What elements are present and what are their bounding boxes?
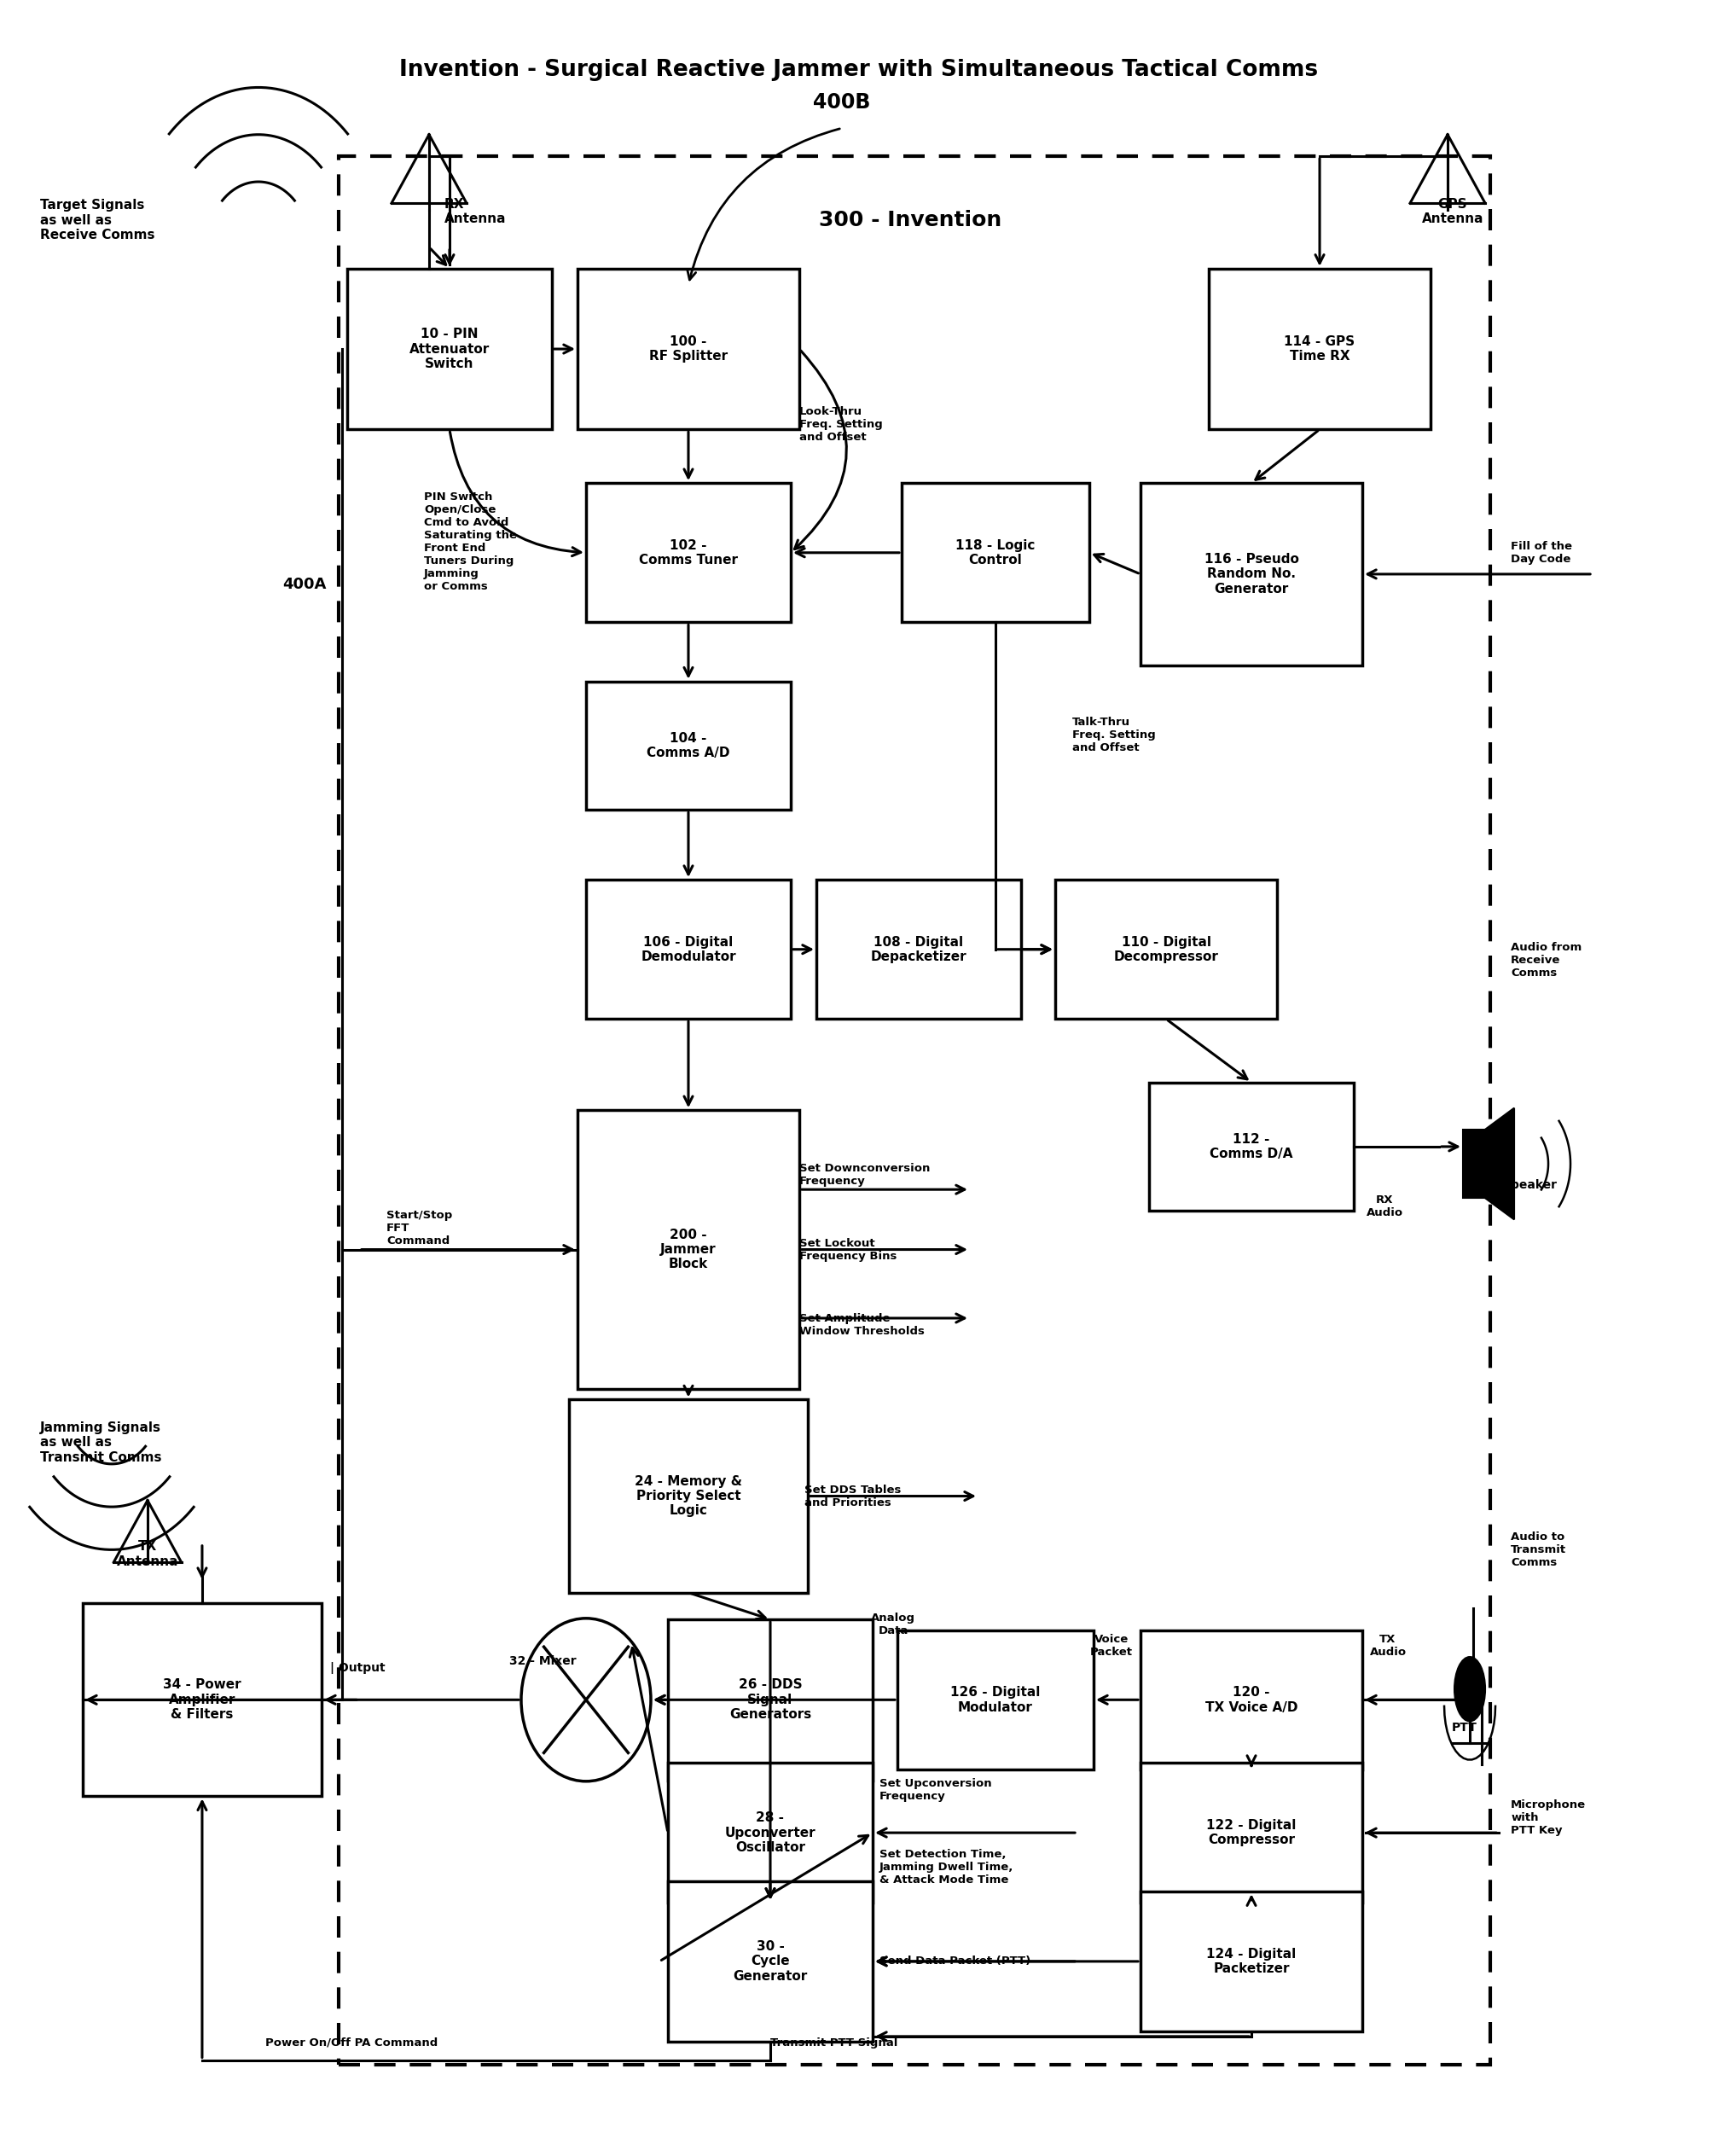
Text: Microphone
with
PTT Key: Microphone with PTT Key <box>1510 1800 1586 1837</box>
Text: Invention - Surgical Reactive Jammer with Simultaneous Tactical Comms: Invention - Surgical Reactive Jammer wit… <box>400 58 1318 82</box>
Text: Target Signals
as well as
Receive Comms: Target Signals as well as Receive Comms <box>40 198 155 241</box>
Text: 118 - Logic
Control: 118 - Logic Control <box>955 539 1036 567</box>
Bar <box>577 270 799 429</box>
Bar <box>1141 1630 1362 1770</box>
Text: Voice
Packet: Voice Packet <box>1091 1634 1132 1658</box>
Text: 102 -
Comms Tuner: 102 - Comms Tuner <box>639 539 737 567</box>
Text: 400B: 400B <box>813 93 871 112</box>
Bar <box>668 1764 873 1902</box>
Text: Set Upconversion
Frequency: Set Upconversion Frequency <box>880 1779 991 1802</box>
Bar <box>586 483 790 623</box>
Text: 30 -
Cycle
Generator: 30 - Cycle Generator <box>734 1940 807 1984</box>
Bar <box>1464 1130 1484 1199</box>
Text: Start/Stop
FFT
Command: Start/Stop FFT Command <box>387 1210 452 1246</box>
Bar <box>897 1630 1094 1770</box>
Text: Jamming Signals
as well as
Transmit Comms: Jamming Signals as well as Transmit Comm… <box>40 1421 161 1464</box>
Bar <box>668 1880 873 2042</box>
Text: Set Detection Time,
Jamming Dwell Time,
& Attack Mode Time: Set Detection Time, Jamming Dwell Time, … <box>880 1848 1014 1884</box>
Bar <box>816 880 1020 1020</box>
Text: | Output: | Output <box>330 1662 385 1673</box>
Text: Audio from
Receive
Comms: Audio from Receive Comms <box>1510 942 1582 979</box>
Text: 122 - Digital
Compressor: 122 - Digital Compressor <box>1206 1820 1297 1846</box>
Text: Send Data Packet (PTT): Send Data Packet (PTT) <box>880 1955 1031 1966</box>
Text: Talk-Thru
Freq. Setting
and Offset: Talk-Thru Freq. Setting and Offset <box>1072 716 1156 752</box>
Ellipse shape <box>1455 1658 1484 1720</box>
Text: Look-Thru
Freq. Setting
and Offset: Look-Thru Freq. Setting and Offset <box>799 405 883 442</box>
Text: Set Amplitude
Window Thresholds: Set Amplitude Window Thresholds <box>799 1313 924 1337</box>
Text: 28 -
Upconverter
Oscillator: 28 - Upconverter Oscillator <box>725 1811 816 1854</box>
Text: 34 - Power
Amplifier
& Filters: 34 - Power Amplifier & Filters <box>163 1680 241 1720</box>
Text: Set Downconversion
Frequency: Set Downconversion Frequency <box>799 1162 929 1186</box>
Text: 24 - Memory &
Priority Select
Logic: 24 - Memory & Priority Select Logic <box>634 1475 742 1518</box>
Text: 400A: 400A <box>282 578 326 593</box>
Text: GPS
Antenna: GPS Antenna <box>1423 198 1484 226</box>
Bar <box>1141 1764 1362 1902</box>
Text: 100 -
RF Splitter: 100 - RF Splitter <box>649 334 728 362</box>
Text: PIN Switch
Open/Close
Cmd to Avoid
Saturating the
Front End
Tuners During
Jammin: PIN Switch Open/Close Cmd to Avoid Satur… <box>424 492 517 593</box>
Text: Analog
Data: Analog Data <box>871 1613 916 1636</box>
Text: Audio to
Transmit
Comms: Audio to Transmit Comms <box>1510 1531 1567 1567</box>
Text: 26 - DDS
Signal
Generators: 26 - DDS Signal Generators <box>728 1680 811 1720</box>
Text: 110 - Digital
Decompressor: 110 - Digital Decompressor <box>1113 936 1218 964</box>
Text: 126 - Digital
Modulator: 126 - Digital Modulator <box>950 1686 1041 1714</box>
Text: PTT: PTT <box>1452 1723 1477 1733</box>
Text: 10 - PIN
Attenuator
Switch: 10 - PIN Attenuator Switch <box>409 328 490 371</box>
Text: 120 -
TX Voice A/D: 120 - TX Voice A/D <box>1204 1686 1297 1714</box>
Bar <box>577 1110 799 1388</box>
Text: RX
Antenna: RX Antenna <box>445 198 507 226</box>
Bar <box>902 483 1089 623</box>
Text: 124 - Digital
Packetizer: 124 - Digital Packetizer <box>1206 1947 1297 1975</box>
Text: 32 - Mixer: 32 - Mixer <box>509 1656 576 1667</box>
Text: 114 - GPS
Time RX: 114 - GPS Time RX <box>1285 334 1356 362</box>
Bar <box>1149 1082 1354 1212</box>
Bar <box>1141 1891 1362 2031</box>
Text: 108 - Digital
Depacketizer: 108 - Digital Depacketizer <box>871 936 967 964</box>
Bar <box>668 1619 873 1781</box>
Text: Transmit PTT Signal: Transmit PTT Signal <box>770 2037 899 2048</box>
Text: RX
Audio: RX Audio <box>1366 1194 1404 1218</box>
Bar <box>82 1604 321 1796</box>
Bar <box>586 880 790 1020</box>
Bar <box>1055 880 1276 1020</box>
Text: 104 -
Comms A/D: 104 - Comms A/D <box>646 731 730 759</box>
Text: 106 - Digital
Demodulator: 106 - Digital Demodulator <box>641 936 735 964</box>
Text: 300 - Invention: 300 - Invention <box>819 209 1002 231</box>
Bar <box>1209 270 1431 429</box>
Text: Power On/Off PA Command: Power On/Off PA Command <box>265 2037 438 2048</box>
Text: 112 -
Comms D/A: 112 - Comms D/A <box>1209 1132 1294 1160</box>
Text: Set DDS Tables
and Priorities: Set DDS Tables and Priorities <box>804 1483 902 1507</box>
Bar <box>1141 483 1362 666</box>
FancyArrowPatch shape <box>687 129 840 280</box>
Text: TX
Audio: TX Audio <box>1369 1634 1407 1658</box>
Bar <box>569 1399 807 1593</box>
Bar <box>347 270 551 429</box>
Text: Speaker: Speaker <box>1502 1179 1557 1190</box>
Bar <box>338 155 1490 2063</box>
Text: Set Lockout
Frequency Bins: Set Lockout Frequency Bins <box>799 1238 897 1261</box>
Text: Fill of the
Day Code: Fill of the Day Code <box>1510 541 1572 565</box>
Bar <box>586 681 790 811</box>
Text: TX
Antenna: TX Antenna <box>117 1539 179 1567</box>
Text: 200 -
Jammer
Block: 200 - Jammer Block <box>660 1229 716 1270</box>
Text: 116 - Pseudo
Random No.
Generator: 116 - Pseudo Random No. Generator <box>1204 552 1299 595</box>
Polygon shape <box>1484 1108 1514 1220</box>
